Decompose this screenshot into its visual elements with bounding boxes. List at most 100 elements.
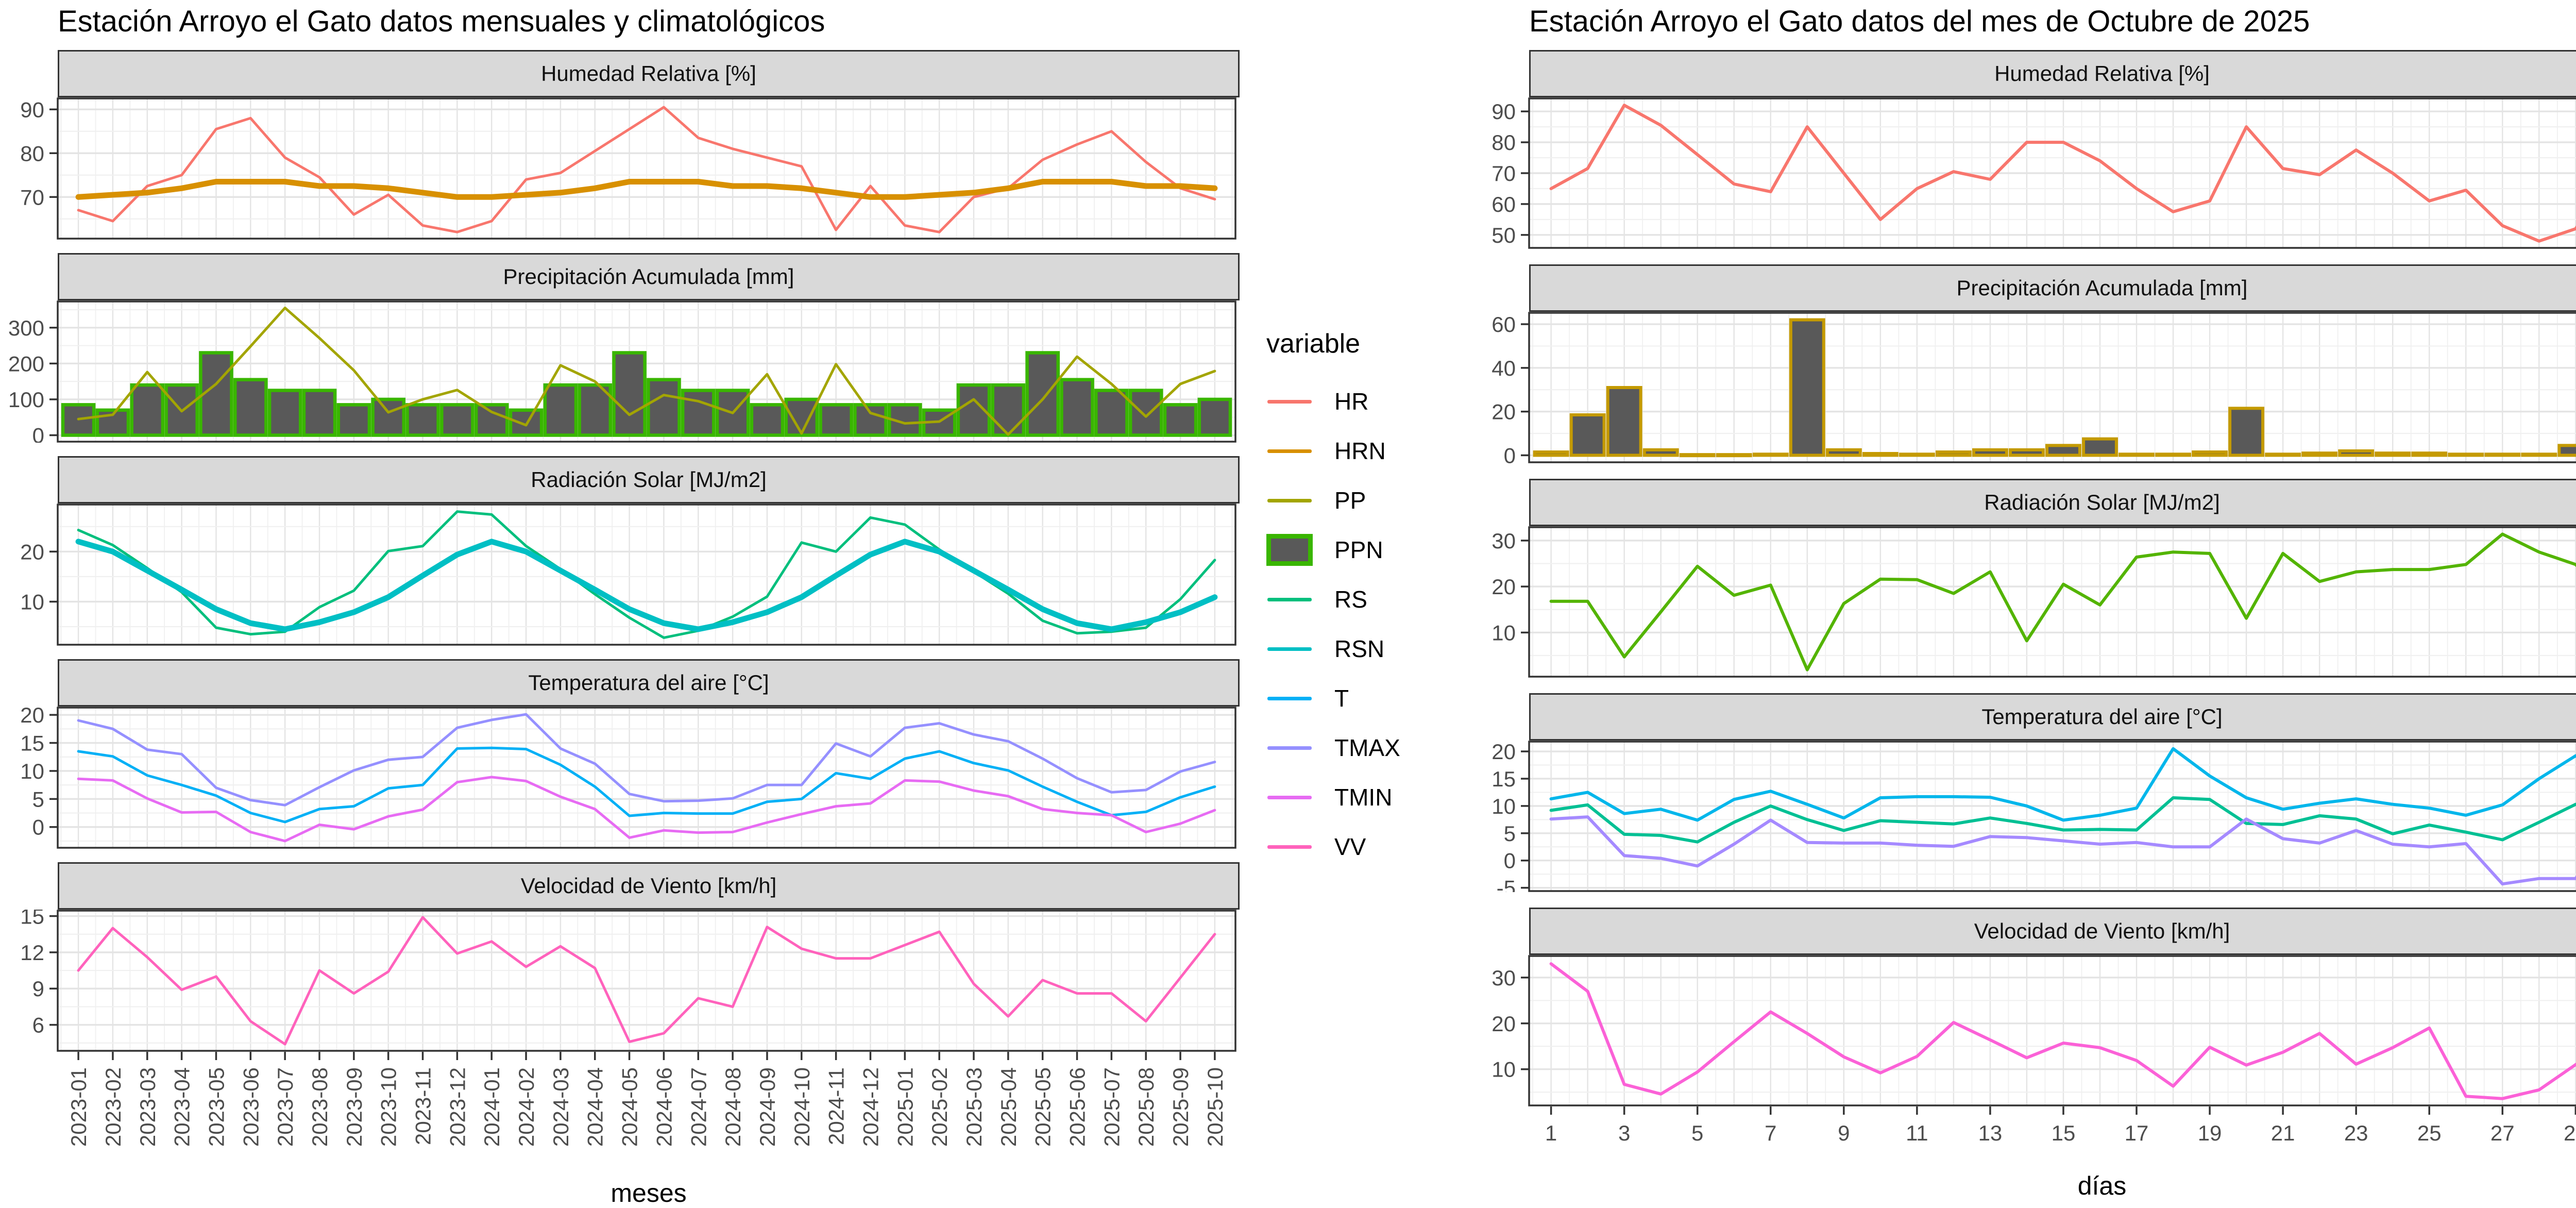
y-tick-label: 20 [1492,400,1516,424]
x-tick-label: 2023-06 [239,1067,263,1147]
legend-swatch-vv [1266,845,1313,849]
series-line-HRN [75,179,1218,200]
chart-title: Estación Arroyo el Gato datos mensuales … [58,5,825,38]
facet-strip: Temperatura del aire [°C] [1529,693,2576,741]
x-tick-label: 2023-02 [101,1067,125,1147]
gridlines [58,98,1235,239]
facet-panel: 10 20 30 [1492,955,2576,1106]
y-axis: 0 100 200 300 [8,316,58,443]
x-tick-label: 2025-03 [962,1067,986,1147]
x-tick-label: 2024-10 [790,1067,814,1147]
legend-entries: HR HRN PP PPN RS RSN T TMAX TMIN VV [1266,377,1446,871]
gridlines [58,505,1235,645]
facet-strip-label: Temperatura del aire [°C] [1981,704,2223,729]
y-tick-label: 15 [20,731,44,756]
facet-strip-label: Radiación Solar [MJ/m2] [1984,490,2220,514]
x-tick-label: 2024-06 [652,1067,676,1147]
y-tick-label: 15 [20,910,44,929]
x-tick-label: 9 [1838,1121,1850,1145]
y-tick-label: 0 [1504,849,1516,873]
facet-panel: 6 9 12 15 [20,910,1236,1052]
y-axis: 10 20 30 [1492,966,1529,1082]
series-line-VV [77,916,1216,1046]
facet-panel: 10 20 [20,504,1236,646]
facet: Precipitación Acumulada [mm] 0 100 200 300 [0,253,1240,443]
x-tick-label: 2024-04 [583,1067,607,1147]
october-2025-daily-chart: Estación Arroyo el Gato datos del mes de… [1461,0,2576,1200]
facet-strip-label: Velocidad de Viento [km/h] [1974,919,2230,943]
facet-strip: Humedad Relativa [%] [1529,50,2576,97]
gridlines [1529,956,2576,1105]
y-tick-label: 300 [8,316,44,340]
facet-strip: Velocidad de Viento [km/h] [58,862,1240,910]
x-tick-label: 2023-09 [342,1067,366,1147]
facet-panel: 0 20 40 60 [1492,312,2576,463]
facet-strip: Temperatura del aire [°C] [58,659,1240,707]
facet: Radiación Solar [MJ/m2] 10 20 [0,456,1240,646]
series-line-RS [1549,532,2576,672]
y-tick-label: 10 [20,759,44,783]
legend-label: RSN [1334,635,1385,662]
y-tick-label: 20 [1492,741,1516,764]
facet: Humedad Relativa [%] 50 60 70 80 90 [1461,50,2576,249]
series-bars-PP [1533,318,2576,458]
x-tick-label: 23 [2344,1121,2368,1145]
legend-swatch-tmax [1266,746,1313,750]
legend-entry-tmin: TMIN [1266,773,1446,822]
x-tick-label: 5 [1691,1121,1703,1145]
x-tick-label: 2024-12 [858,1067,883,1147]
x-tick-label: 2024-08 [721,1067,745,1147]
gridlines [58,708,1235,848]
y-tick-label: 30 [1492,529,1516,553]
legend-swatch-pp [1266,498,1313,502]
legend-entry-rsn: RSN [1266,624,1446,674]
x-tick-label: 13 [1978,1121,2003,1145]
legend-label: TMAX [1334,734,1400,761]
legend-entry-pp: PP [1266,476,1446,525]
legend-swatch-tmin [1266,795,1313,799]
y-tick-label: 20 [1492,575,1516,599]
legend-entry-hr: HR [1266,377,1446,426]
y-tick-label: 0 [32,423,44,443]
x-tick-label: 7 [1765,1121,1776,1145]
y-axis: 10 20 [20,540,58,614]
y-tick-label: 40 [1492,356,1516,380]
y-tick-label: 30 [1492,966,1516,990]
x-tick-label: 2023-11 [411,1067,435,1145]
y-axis: -5 0 5 10 15 20 [1492,741,1529,892]
x-tick-label: 2024-11 [824,1067,849,1145]
series-line-TMIN [1549,815,2576,886]
facet: Temperatura del aire [°C] 0 5 10 15 20 [0,659,1240,849]
series-line-RS [77,510,1216,639]
chart-title: Estación Arroyo el Gato datos del mes de… [1529,5,2310,38]
x-axis: 135791113151719212325272931 [1545,1106,2576,1145]
facets-container: Humedad Relativa [%] 50 60 70 80 90 Precipitac… [1461,50,2576,1201]
y-tick-label: -5 [1497,876,1516,892]
series-line-T [77,746,1216,824]
x-tick-label: 2023-12 [445,1067,469,1147]
facet-strip: Velocidad de Viento [km/h] [1529,908,2576,955]
y-tick-label: 80 [20,141,44,165]
facet: Precipitación Acumulada [mm] 0 20 40 60 [1461,264,2576,463]
x-tick-label: 19 [2198,1121,2222,1145]
legend-label: HRN [1334,438,1386,464]
legend-title: variable [1266,329,1361,359]
x-tick-label: 2023-10 [377,1067,401,1147]
legend-entry-hrn: HRN [1266,426,1446,476]
series-line-TMAX [77,713,1216,807]
legend-label: VV [1334,833,1366,860]
y-tick-label: 20 [20,707,44,727]
y-tick-label: 9 [32,977,44,1001]
y-tick-label: 10 [1492,1058,1516,1082]
series-line-TMIN [77,776,1216,843]
y-tick-label: 20 [1492,1012,1516,1036]
x-tick-label: 2023-05 [204,1067,228,1147]
facet-strip-label: Radiación Solar [MJ/m2] [531,467,767,492]
y-axis: 50 60 70 80 90 [1492,99,1529,247]
facet-panel: -5 0 5 10 15 20 [1492,741,2576,892]
legend-swatch-hrn [1266,449,1313,453]
facet-panel: 0 5 10 15 20 [20,707,1236,849]
legend-entry-t: T [1266,674,1446,723]
x-tick-label: 2023-03 [135,1067,160,1147]
x-axis-title: meses [611,1179,687,1207]
